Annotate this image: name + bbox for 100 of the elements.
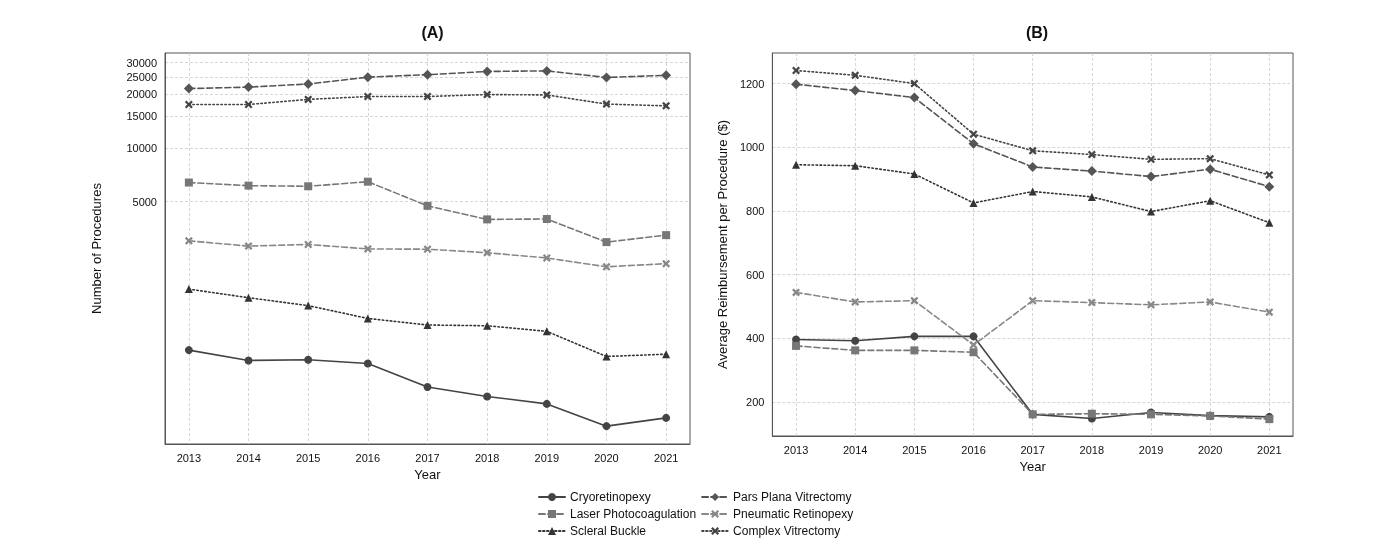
y-tick-label: 15000 — [126, 110, 157, 123]
point — [969, 332, 978, 341]
point — [969, 130, 978, 139]
point — [1087, 192, 1096, 201]
point — [304, 182, 313, 191]
point — [1028, 146, 1037, 155]
x-axis-title: Year — [414, 467, 442, 482]
point — [791, 79, 802, 90]
point — [851, 297, 860, 306]
point — [851, 71, 860, 80]
x-tick-label: 2021 — [1257, 443, 1282, 456]
point — [1086, 166, 1097, 177]
point — [303, 79, 314, 89]
x-tick-label: 2020 — [594, 451, 619, 464]
point — [244, 293, 253, 302]
point — [968, 138, 979, 149]
x-axis-title: Year — [1019, 459, 1047, 474]
point — [1265, 308, 1274, 317]
point — [909, 92, 920, 103]
point — [542, 90, 551, 99]
point — [363, 244, 372, 253]
x-tick-label: 2018 — [474, 451, 500, 464]
x-tick-label: 2017 — [1020, 443, 1045, 456]
point — [851, 161, 860, 170]
y-axis-title: Average Reimbursement per Procedure ($) — [715, 119, 730, 370]
chart-title: (A) — [421, 23, 444, 41]
point — [1206, 154, 1215, 163]
x-tick-label: 2013 — [176, 451, 202, 464]
point — [244, 356, 253, 365]
y-tick-label: 10000 — [126, 141, 157, 154]
point — [183, 83, 194, 94]
point — [541, 65, 552, 76]
y-tick-label: 1200 — [739, 77, 765, 90]
point — [969, 348, 978, 357]
y-axis-title: Number of Procedures — [89, 182, 104, 314]
x-tick-label: 2014 — [842, 443, 868, 456]
y-tick-label: 400 — [746, 332, 765, 345]
point — [662, 259, 671, 268]
y-tick-label: 30000 — [126, 56, 157, 69]
point — [423, 382, 432, 391]
legend-label: Scleral Buckle — [570, 524, 647, 538]
point — [184, 178, 193, 187]
x-tick-label: 2017 — [415, 451, 440, 464]
point — [483, 90, 492, 99]
x-tick-label: 2018 — [1079, 443, 1105, 456]
point — [304, 355, 313, 364]
point — [1206, 297, 1215, 306]
point — [969, 340, 978, 349]
point — [602, 100, 611, 109]
y-tick-label: 5000 — [132, 195, 157, 208]
point — [542, 399, 551, 408]
point — [542, 215, 551, 224]
point — [1146, 171, 1157, 182]
point — [304, 240, 313, 249]
point — [602, 262, 611, 271]
point — [792, 160, 801, 169]
y-tick-label: 25000 — [126, 70, 157, 83]
point — [184, 100, 193, 109]
point — [423, 201, 432, 210]
point — [792, 341, 801, 350]
legend-label: Laser Photocoagulation — [570, 507, 697, 521]
x-tick-label: 2020 — [1197, 443, 1223, 456]
point — [423, 245, 432, 254]
point — [1147, 155, 1156, 164]
chart-title: (B) — [1025, 23, 1049, 41]
point — [483, 392, 492, 401]
point — [662, 231, 671, 240]
point — [184, 236, 193, 245]
point — [244, 181, 253, 190]
legend-label: Pneumatic Retinopexy — [733, 507, 854, 521]
x-tick-label: 2016 — [961, 443, 986, 456]
x-tick-label: 2015 — [902, 443, 927, 456]
point — [184, 285, 193, 294]
point — [244, 242, 253, 251]
point — [851, 336, 860, 345]
x-tick-label: 2019 — [1138, 443, 1164, 456]
y-tick-label: 200 — [746, 395, 765, 408]
x-tick-label: 2015 — [295, 451, 321, 464]
point — [1264, 181, 1275, 192]
x-tick-label: 2014 — [236, 451, 261, 464]
x-tick-label: 2019 — [534, 451, 560, 464]
legend-label: Pars Plana Vitrectomy — [733, 490, 852, 504]
y-tick-label: 1000 — [739, 141, 765, 154]
point — [1027, 161, 1038, 172]
point — [969, 198, 978, 207]
point — [363, 177, 372, 186]
point — [363, 359, 372, 368]
point — [661, 70, 672, 81]
point — [1147, 300, 1156, 309]
point — [910, 346, 919, 355]
point — [910, 296, 919, 305]
point — [363, 92, 372, 101]
x-tick-label: 2021 — [653, 451, 679, 464]
point — [422, 69, 433, 80]
legend-label: Complex Vitrectomy — [733, 524, 841, 538]
y-tick-label: 800 — [746, 204, 765, 217]
point — [792, 288, 801, 297]
point — [423, 321, 432, 330]
point — [184, 346, 193, 355]
point — [602, 238, 611, 247]
